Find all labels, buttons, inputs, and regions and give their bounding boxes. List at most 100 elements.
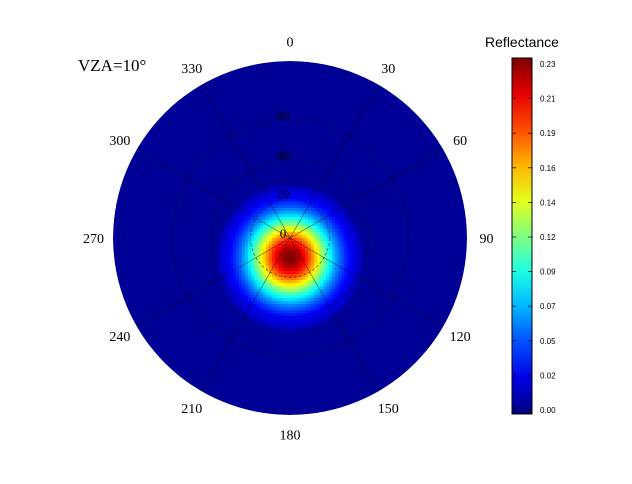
heatmap-cell bbox=[338, 244, 342, 248]
heatmap-cell bbox=[278, 307, 282, 311]
heatmap-cell bbox=[314, 238, 318, 242]
heatmap-cell bbox=[233, 295, 237, 299]
heatmap-cell bbox=[269, 226, 273, 230]
heatmap-cell bbox=[347, 238, 351, 242]
heatmap-cell bbox=[254, 217, 258, 221]
heatmap-cell bbox=[290, 232, 294, 236]
heatmap-cell bbox=[227, 259, 231, 263]
heatmap-cell bbox=[332, 202, 336, 206]
heatmap-cell bbox=[275, 247, 279, 251]
heatmap-cell bbox=[230, 271, 234, 275]
heatmap-cell bbox=[242, 214, 246, 218]
heatmap-cell bbox=[248, 253, 252, 257]
heatmap-cell bbox=[305, 235, 309, 239]
heatmap-cell bbox=[263, 229, 267, 233]
heatmap-cell bbox=[233, 262, 237, 266]
heatmap-cell bbox=[290, 247, 294, 251]
heatmap-cell bbox=[296, 301, 300, 305]
heatmap-cell bbox=[341, 271, 345, 275]
heatmap-cell bbox=[269, 292, 273, 296]
heatmap-cell bbox=[275, 310, 279, 314]
heatmap-cell bbox=[317, 229, 321, 233]
heatmap-cell bbox=[299, 196, 303, 200]
heatmap-cell bbox=[332, 223, 336, 227]
heatmap-cell bbox=[275, 232, 279, 236]
heatmap-cell bbox=[332, 217, 336, 221]
heatmap-cell bbox=[236, 253, 240, 257]
heatmap-cell bbox=[350, 271, 354, 275]
heatmap-cell bbox=[293, 235, 297, 239]
heatmap-cell bbox=[299, 199, 303, 203]
heatmap-cell bbox=[248, 295, 252, 299]
heatmap-cell bbox=[251, 310, 255, 314]
heatmap-cell bbox=[263, 274, 267, 278]
heatmap-cell bbox=[281, 220, 285, 224]
heatmap-cell bbox=[311, 283, 315, 287]
heatmap-cell bbox=[260, 301, 264, 305]
heatmap-cell bbox=[302, 286, 306, 290]
heatmap-cell bbox=[287, 286, 291, 290]
heatmap-cell bbox=[305, 226, 309, 230]
heatmap-cell bbox=[263, 205, 267, 209]
heatmap-cell bbox=[266, 244, 270, 248]
heatmap-cell bbox=[341, 283, 345, 287]
heatmap-cell bbox=[284, 277, 288, 281]
heatmap-cell bbox=[269, 286, 273, 290]
heatmap-cell bbox=[245, 274, 249, 278]
heatmap-cell bbox=[251, 289, 255, 293]
heatmap-cell bbox=[242, 268, 246, 272]
heatmap-cell bbox=[269, 259, 273, 263]
heatmap-cell bbox=[287, 322, 291, 326]
heatmap-cell bbox=[344, 295, 348, 299]
heatmap-cell bbox=[236, 241, 240, 245]
heatmap-cell bbox=[296, 307, 300, 311]
heatmap-cell bbox=[242, 217, 246, 221]
heatmap-cell bbox=[317, 217, 321, 221]
heatmap-cell bbox=[254, 307, 258, 311]
colorbar-tick-label: 0.12 bbox=[540, 233, 556, 242]
heatmap-cell bbox=[347, 262, 351, 266]
heatmap-cell bbox=[302, 280, 306, 284]
heatmap-cell bbox=[269, 196, 273, 200]
heatmap-cell bbox=[254, 301, 258, 305]
heatmap-cell bbox=[320, 265, 324, 269]
heatmap-cell bbox=[323, 205, 327, 209]
heatmap-cell bbox=[323, 202, 327, 206]
heatmap-cell bbox=[311, 292, 315, 296]
heatmap-cell bbox=[239, 307, 243, 311]
heatmap-cell bbox=[242, 202, 246, 206]
heatmap-cell bbox=[278, 292, 282, 296]
heatmap-cell bbox=[230, 265, 234, 269]
heatmap-cell bbox=[275, 220, 279, 224]
heatmap-cell bbox=[308, 208, 312, 212]
heatmap-cell bbox=[311, 280, 315, 284]
heatmap-cell bbox=[284, 202, 288, 206]
heatmap-cell bbox=[263, 226, 267, 230]
heatmap-cell bbox=[269, 250, 273, 254]
heatmap-cell bbox=[329, 274, 333, 278]
heatmap-cell bbox=[269, 190, 273, 194]
heatmap-cell bbox=[242, 235, 246, 239]
heatmap-cell bbox=[221, 244, 225, 248]
heatmap-cell bbox=[350, 283, 354, 287]
heatmap-cell bbox=[341, 250, 345, 254]
angular-grid-line bbox=[289, 84, 379, 239]
heatmap-cell bbox=[227, 277, 231, 281]
heatmap-cell bbox=[254, 211, 258, 215]
heatmap-cell bbox=[317, 238, 321, 242]
heatmap-cell bbox=[296, 310, 300, 314]
heatmap-cell bbox=[302, 223, 306, 227]
heatmap-cell bbox=[290, 292, 294, 296]
heatmap-cell bbox=[257, 283, 261, 287]
heatmap-cell bbox=[305, 259, 309, 263]
heatmap-cell bbox=[314, 304, 318, 308]
heatmap-cell bbox=[284, 268, 288, 272]
heatmap-cell bbox=[317, 304, 321, 308]
heatmap-cell bbox=[272, 193, 276, 197]
heatmap-cell bbox=[311, 313, 315, 317]
heatmap-cell bbox=[254, 238, 258, 242]
heatmap-cell bbox=[338, 292, 342, 296]
heatmap-cell bbox=[287, 187, 291, 191]
heatmap-cell bbox=[233, 292, 237, 296]
heatmap-cell bbox=[344, 232, 348, 236]
